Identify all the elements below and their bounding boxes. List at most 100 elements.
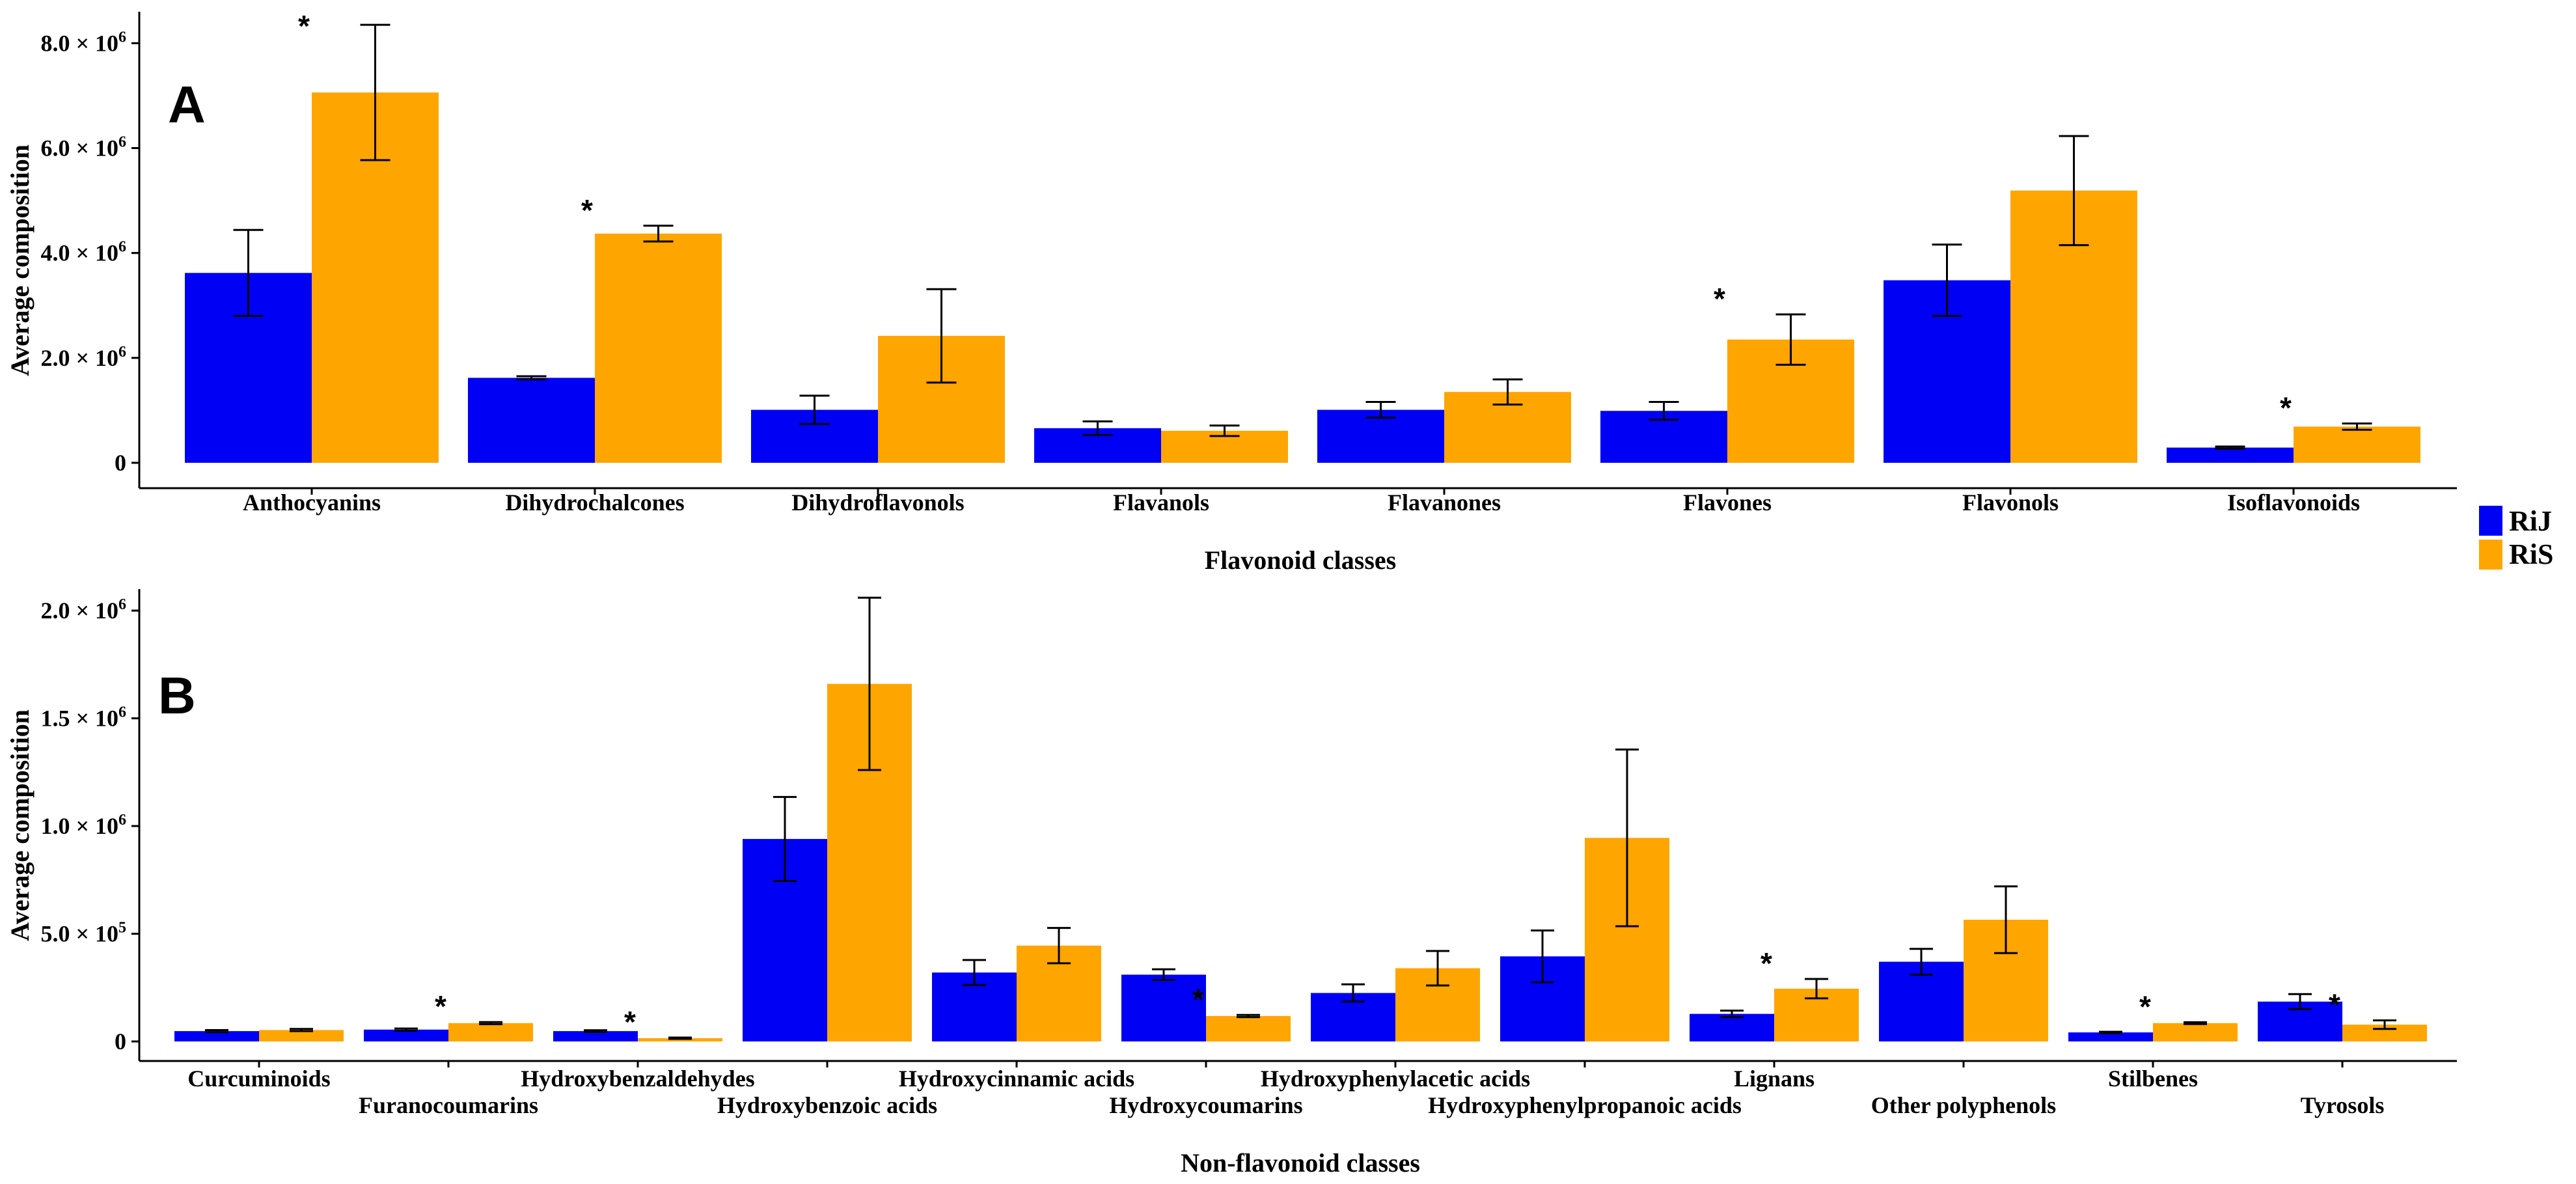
panel-b-errorbar-ris-hydroxycinnamic-acids [1047,927,1071,965]
panel-a-category-label-dihydroflavonols: Dihydroflavonols [791,489,964,516]
panel-b-significance-star-hydroxycoumarins: * [1192,982,1204,1016]
panel-a-errorbar-ris-anthocyanins [360,23,391,161]
panel-b-category-label-hydroxybenzoic-acids: Hydroxybenzoic acids [717,1092,937,1118]
panel-b-y-tick-label: 1.5 × 106 [40,704,126,732]
panel-b-errorbar-ris-tyrosols [2373,1019,2396,1030]
panel-b-errorbar-ris-hydroxycoumarins [1237,1013,1260,1019]
legend-label-rij: RiJ [2509,505,2552,537]
panel-b-bar-ris-stilbenes [2153,1023,2238,1041]
panel-b-errorbar-rij-hydroxybenzoic-acids [773,795,797,882]
panel-a-letter: A [168,76,206,133]
panel-a-y-tick-label: 8.0 × 106 [40,29,126,56]
panel-b-category-label-hydroxybenzaldehydes: Hydroxybenzaldehydes [521,1066,754,1092]
panel-b-errorbar-ris-hydroxyphenylpropanoic-acids [1615,749,1639,928]
panel-a-errorbar-ris-flavanones [1492,378,1523,406]
panel-b-category-label-hydroxyphenylpropanoic-acids: Hydroxyphenylpropanoic acids [1428,1092,1742,1118]
panel-a-category-label-dihydrochalcones: Dihydrochalcones [505,489,684,516]
panel-a-errorbar-rij-flavanols [1082,420,1113,436]
panel-a-y-tick-label: 2.0 × 106 [40,344,126,371]
panel-b-bar-ris-furanocoumarins [448,1023,533,1041]
panel-a-x-axis-title: Flavonoid classes [1205,545,1396,575]
panel-a-category-label-flavanols: Flavanols [1113,489,1209,516]
panel-a-category-label-flavones: Flavones [1683,489,1772,516]
panel-b-errorbar-ris-other-polyphenols [1994,885,2018,954]
panel-b-errorbar-ris-hydroxybenzoic-acids [858,596,881,771]
panel-b-y-axis-title: Average composition [5,709,34,941]
panel-a-errorbar-rij-anthocyanins [233,228,264,317]
panel-b-category-label-furanocoumarins: Furanocoumarins [359,1092,538,1118]
panel-b-errorbar-ris-furanocoumarins [479,1021,502,1026]
panel-b-category-label-other-polyphenols: Other polyphenols [1871,1092,2056,1118]
panel-b-y-tick-label: 1.0 × 106 [40,812,126,839]
panel-b-x-axis-title: Non-flavonoid classes [1181,1148,1420,1177]
panel-a-category-label-anthocyanins: Anthocyanins [243,489,381,516]
panel-b-errorbar-ris-hydroxyphenylacetic-acids [1426,950,1449,987]
panel-b-errorbar-rij-furanocoumarins [394,1027,418,1032]
panel-b-errorbar-rij-hydroxyphenylpropanoic-acids [1531,929,1554,984]
panel-b-errorbar-ris-lignans [1805,978,1828,1000]
panel-b-errorbar-rij-hydroxybenzaldehydes [584,1029,607,1033]
panel-b-significance-star-tyrosols: * [2329,988,2340,1022]
panel-b-category-label-lignans: Lignans [1734,1066,1815,1092]
panel-a-errorbar-ris-flavanols [1209,424,1240,437]
legend-swatch-ris [2479,540,2502,570]
panel-b-bar-ris-curcuminoids [259,1030,344,1041]
panel-b-significance-star-hydroxybenzaldehydes: * [624,1005,636,1039]
panel-a-category-label-flavanones: Flavanones [1388,489,1501,516]
panel-a-errorbar-ris-flavonols [2059,135,2089,247]
panel-a-y-tick-label: 4.0 × 106 [40,239,126,266]
panel-a-y-tick-label: 0 [115,450,126,476]
panel-b-category-label-hydroxycoumarins: Hydroxycoumarins [1109,1092,1302,1118]
panel-a-bar-ris-isoflavonoids [2294,426,2420,463]
panel-b-bar-rij-curcuminoids [174,1031,259,1041]
panel-b-significance-star-stilbenes: * [2139,990,2151,1024]
panel-a-y-axis-title: Average composition [5,145,34,376]
panel-a-significance-star-isoflavonoids: * [2280,391,2292,425]
panel-b-bar-rij-hydroxybenzaldehydes [553,1031,638,1041]
panel-a-significance-star-anthocyanins: * [298,9,310,43]
panel-a-y-tick-label: 6.0 × 106 [40,134,126,161]
legend-label-ris: RiS [2509,538,2553,570]
panel-a-errorbar-rij-dihydrochalcones [516,375,547,381]
panel-a-bar-ris-dihydrochalcones [595,233,722,463]
panel-a-errorbar-ris-flavones [1775,313,1806,366]
panel-a-errorbar-rij-flavanones [1365,401,1396,419]
panel-b-y-tick-label: 5.0 × 105 [40,920,126,947]
panel-a-errorbar-ris-isoflavonoids [2342,422,2372,431]
panel-a-bar-rij-dihydrochalcones [468,378,595,463]
panel-a-significance-star-flavones: * [1714,282,1725,316]
panel-a-errorbar-ris-dihydrochalcones [643,225,674,243]
panel-a-category-label-isoflavonoids: Isoflavonoids [2227,489,2360,516]
panel-b-y-tick-label: 0 [115,1028,126,1054]
panel-b-errorbar-rij-curcuminoids [205,1028,228,1034]
panel-b-errorbar-rij-hydroxyphenylacetic-acids [1341,983,1365,1003]
panel-b-category-label-stilbenes: Stilbenes [2108,1066,2198,1092]
panel-b-errorbar-rij-other-polyphenols [1910,948,1933,976]
panel-b-category-label-hydroxycinnamic-acids: Hydroxycinnamic acids [899,1066,1134,1092]
panel-b-errorbar-rij-hydroxycoumarins [1152,968,1175,982]
panel-a-significance-star-dihydrochalcones: * [581,193,593,227]
panel-a: A Average composition Flavonoid classes … [5,9,2457,575]
panel-b-bar-rij-stilbenes [2068,1032,2153,1041]
panel-a-errorbar-rij-flavones [1649,401,1679,421]
panel-b-errorbar-rij-stilbenes [2099,1030,2122,1034]
panel-a-errorbar-ris-dihydroflavonols [926,288,957,384]
panel-b-significance-star-lignans: * [1761,946,1772,980]
panel-a-errorbar-rij-dihydroflavonols [799,394,830,425]
panel-a-errorbar-rij-isoflavonoids [2215,445,2245,450]
panel-b-bar-rij-furanocoumarins [364,1029,448,1041]
legend: RiJ RiS [2479,505,2553,570]
legend-swatch-rij [2479,506,2502,536]
panel-b-errorbar-ris-curcuminoids [290,1028,313,1032]
panel-b-bar-ris-hydroxycoumarins [1206,1015,1291,1041]
panel-b-significance-star-furanocoumarins: * [435,989,446,1023]
panel-b-y-tick-label: 2.0 × 106 [40,596,126,624]
panel-b-errorbar-rij-tyrosols [2288,993,2312,1010]
panel-b-errorbar-ris-stilbenes [2184,1021,2207,1025]
panel-b-errorbar-ris-hydroxybenzaldehydes [668,1036,692,1040]
panel-b: B Average composition Non-flavonoid clas… [5,589,2457,1177]
panel-b-category-label-hydroxyphenylacetic-acids: Hydroxyphenylacetic acids [1261,1066,1530,1092]
panel-b-errorbar-rij-lignans [1720,1010,1744,1019]
panel-b-bar-rij-lignans [1690,1013,1774,1041]
